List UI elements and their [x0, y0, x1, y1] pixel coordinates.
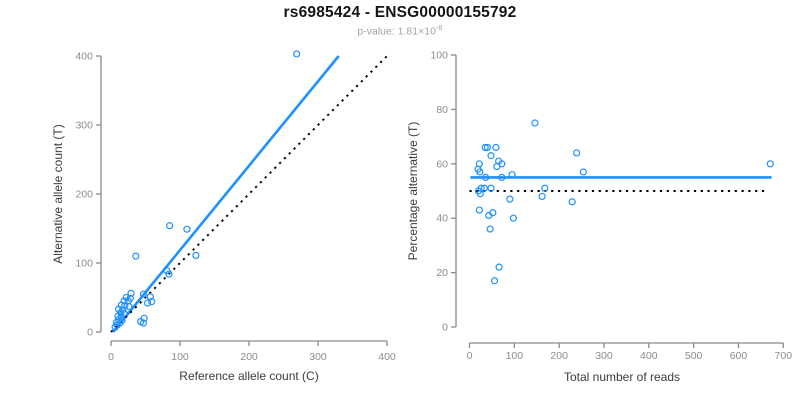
- data-point: [165, 270, 173, 278]
- y-tick-label: 0: [87, 327, 93, 339]
- data-point: [489, 209, 497, 217]
- data-point: [493, 162, 501, 171]
- data-point: [509, 214, 518, 222]
- x-tick-label: 300: [595, 350, 613, 362]
- x-tick-label: 0: [467, 350, 473, 362]
- data-point: [121, 302, 129, 310]
- p-value-text: p-value: 1.81×10: [357, 25, 436, 38]
- reference-lines: [110, 55, 388, 333]
- x-tick-label: 100: [171, 351, 189, 363]
- regression-line: [112, 55, 340, 333]
- y-tick-label: 100: [430, 50, 448, 62]
- data-point: [495, 263, 503, 271]
- data-points: [111, 50, 301, 331]
- identity-line: [110, 55, 388, 333]
- data-point: [487, 184, 495, 192]
- y-tick-label: 300: [75, 120, 93, 132]
- data-point: [143, 299, 152, 307]
- data-point: [568, 198, 576, 206]
- data-point: [483, 143, 492, 152]
- data-point: [132, 252, 140, 260]
- data-point: [766, 160, 774, 168]
- x-tick-label: 200: [550, 350, 568, 362]
- data-point: [481, 143, 489, 152]
- p-value-subtitle: p-value: 1.81×10-8: [0, 23, 800, 38]
- data-point: [491, 277, 499, 285]
- axes: 0 100 200 300 400 0 100 200 300 400: [75, 51, 395, 364]
- data-point: [579, 168, 587, 176]
- data-point: [508, 171, 516, 179]
- data-point: [113, 321, 121, 329]
- x-tick-label: 200: [240, 351, 258, 363]
- data-point: [506, 195, 514, 203]
- y-tick-label: 400: [75, 51, 93, 63]
- data-point: [531, 119, 539, 127]
- x-axis-title: Reference allele count (C): [179, 369, 318, 383]
- reference-lines: [469, 176, 772, 192]
- y-tick-label: 100: [75, 258, 93, 270]
- data-point: [492, 143, 500, 152]
- y-axis-title: Percentage alternative (T): [406, 122, 420, 261]
- data-point: [183, 225, 191, 233]
- p-value-exponent: -8: [435, 23, 443, 32]
- data-point: [139, 319, 148, 327]
- allele-count-scatter-plot: 0 100 200 300 400 0 100 200 300 400 Reference alle…: [51, 50, 396, 383]
- data-point: [148, 298, 156, 306]
- data-point: [476, 190, 484, 198]
- x-tick-label: 700: [775, 350, 793, 362]
- data-point: [486, 225, 494, 233]
- data-point: [482, 173, 490, 181]
- x-tick-label: 500: [685, 350, 703, 362]
- percentage-reads-scatter-plot: 0 20 40 60 80 100 0 100 200 300 400 500 600 700 Total …: [406, 50, 792, 385]
- data-point: [192, 251, 200, 260]
- y-tick-label: 200: [75, 189, 93, 201]
- x-tick-label: 0: [108, 351, 114, 363]
- axes: 0 20 40 60 80 100 0 100 200 300 400 500 600 700: [430, 50, 792, 363]
- data-point: [475, 206, 483, 214]
- data-point: [146, 293, 154, 301]
- x-axis-title: Total number of reads: [564, 370, 680, 384]
- data-point: [166, 222, 174, 230]
- x-tick-label: 400: [378, 351, 396, 363]
- data-point: [111, 323, 119, 331]
- y-tick-label: 20: [436, 267, 448, 279]
- x-tick-label: 300: [309, 351, 327, 363]
- data-point: [139, 290, 148, 298]
- data-point: [541, 184, 549, 192]
- y-axis-title: Alternative allele count (T): [51, 124, 65, 263]
- data-point: [538, 192, 546, 201]
- y-tick-label: 40: [436, 213, 448, 225]
- x-tick-label: 400: [640, 350, 658, 362]
- data-point: [293, 50, 301, 58]
- data-point: [476, 168, 484, 176]
- data-point: [480, 184, 488, 192]
- x-tick-label: 600: [730, 350, 748, 362]
- data-point: [125, 302, 133, 311]
- data-point: [573, 149, 581, 157]
- y-tick-label: 80: [436, 104, 448, 116]
- data-points: [474, 119, 774, 285]
- y-tick-label: 0: [442, 322, 448, 334]
- data-point: [487, 152, 495, 160]
- y-tick-label: 60: [436, 158, 448, 170]
- data-point: [498, 173, 506, 181]
- x-tick-label: 100: [506, 350, 524, 362]
- data-point: [127, 289, 135, 297]
- page-title: rs6985424 - ENSG00000155792: [283, 4, 517, 21]
